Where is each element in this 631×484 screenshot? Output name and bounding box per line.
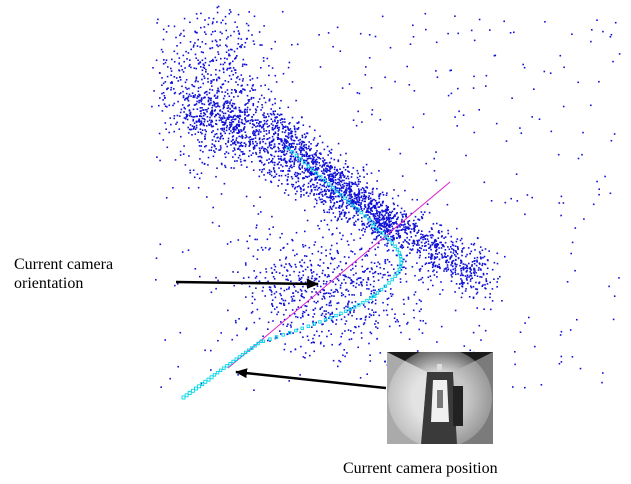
camera-frame-thumbnail — [387, 352, 493, 444]
orientation-arrow — [175, 278, 319, 289]
position-arrow — [235, 368, 387, 390]
point-cloud — [151, 5, 621, 391]
orientation-label: Current camera orientation — [14, 255, 164, 293]
orientation-label-line2: orientation — [14, 275, 84, 292]
orientation-ray — [227, 181, 451, 369]
orientation-label-line1: Current camera — [14, 256, 114, 273]
camera-trajectory — [181, 146, 403, 400]
position-label: Current camera position — [343, 460, 498, 477]
